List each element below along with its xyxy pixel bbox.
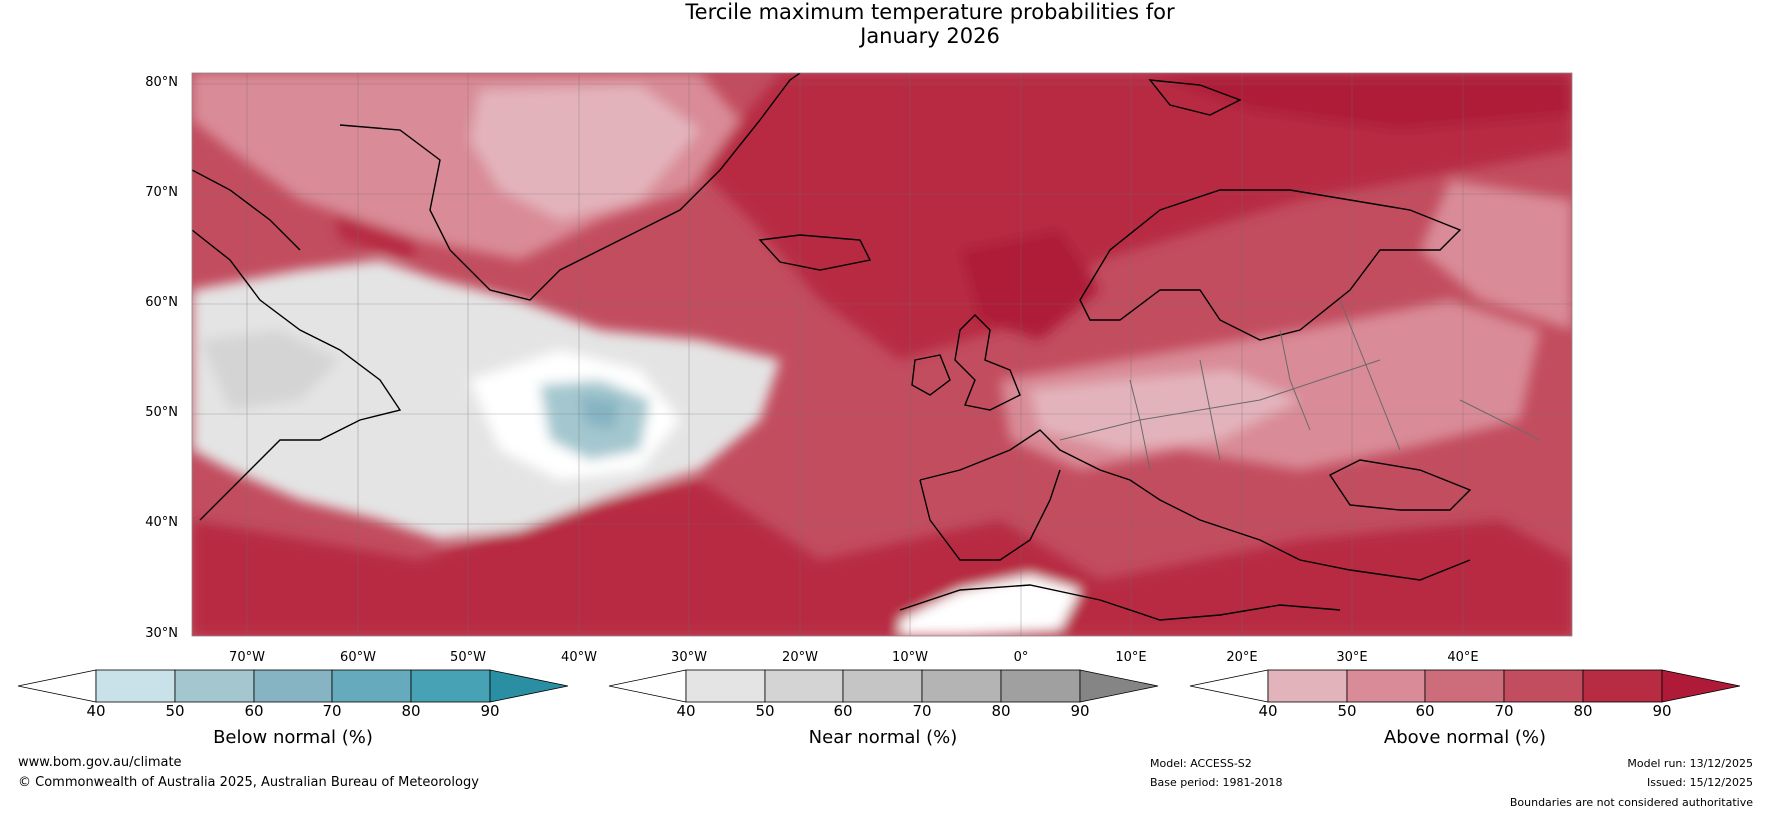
below-segment-50-60 [174,669,255,703]
europe-coast [919,429,1471,581]
colorbar-below [17,669,569,703]
near-tick-50: 50 [755,702,775,720]
above-segment-60-70 [1424,669,1505,703]
above-segment-80-90 [1582,669,1663,703]
above-max-triangle [1661,669,1741,703]
footer-issued: Issued: 15/12/2025 [1646,776,1753,789]
lon-label-30e: 30°E [1336,650,1368,665]
above-90-region-ne [960,230,1100,340]
above-segment-50-60 [1346,669,1426,703]
above-tick-40: 40 [1258,702,1278,720]
above-segment-70-80 [1503,669,1584,703]
near-tick-70: 70 [912,702,932,720]
scandinavia-coast [1079,189,1462,341]
above-50-60-region-east [1420,180,1572,330]
below-segment-80-90 [410,669,491,703]
above-tick-80: 80 [1573,702,1593,720]
above-40-50-region-north [470,85,700,220]
map-title: Tercile maximum temperature probabilitie… [0,0,1770,48]
above-tick-70: 70 [1494,702,1514,720]
title-line2: January 2026 [860,24,1000,48]
ireland-coast [911,354,951,396]
iceland-coast [758,234,872,271]
above-tick-90: 90 [1652,702,1672,720]
iberia-coast [919,469,1061,561]
lon-label-40e: 40°E [1447,650,1479,665]
footer-disclaimer: Boundaries are not considered authoritat… [1509,796,1753,809]
below-tick-90: 90 [480,702,500,720]
lon-label-50w: 50°W [450,650,486,665]
black-sea-coast [1328,459,1472,511]
lat-label-30n: 30°N [145,626,178,641]
colorbar-above [1189,669,1741,703]
near-segment-40-50 [685,669,766,703]
lat-label-60n: 60°N [145,295,178,310]
colorbar-near [608,669,1159,703]
footer-model: Model: ACCESS-S2 [1150,757,1252,770]
below-max-triangle [489,669,569,703]
lon-label-70w: 70°W [229,650,265,665]
above-colorbar-label: Above normal (%) [1383,727,1547,748]
below-tick-70: 70 [322,702,342,720]
graticule [192,73,1572,636]
lon-label-60w: 60°W [340,650,376,665]
above-90-region [1150,73,1572,130]
near-tick-80: 80 [991,702,1011,720]
lat-label-50n: 50°N [145,405,178,420]
below-colorbar-label: Below normal (%) [213,727,373,748]
near-normal-60-region [200,330,340,410]
above-40-50-region-europe [1030,370,1300,450]
above-tick-60: 60 [1415,702,1435,720]
above-min-triangle [1189,669,1269,703]
near-max-triangle [1079,669,1159,703]
near-segment-60-70 [842,669,923,703]
lat-label-40n: 40°N [145,515,178,530]
lat-label-70n: 70°N [145,185,178,200]
greenland-coast [339,73,801,301]
below-tick-80: 80 [401,702,421,720]
lon-label-20w: 20°W [782,650,818,665]
lon-label-30w: 30°W [671,650,707,665]
above-tick-50: 50 [1337,702,1357,720]
near-colorbar-label: Near normal (%) [808,727,958,748]
lon-label-40w: 40°W [561,650,597,665]
footer-copyright: © Commonwealth of Australia 2025, Austra… [18,775,479,790]
country-borders [1059,299,1541,471]
near-min-triangle [608,669,687,703]
map-frame [191,72,1573,637]
below-segment-40-50 [95,669,176,703]
footer-model-run: Model run: 13/12/2025 [1627,757,1753,770]
lat-label-80n: 80°N [145,75,178,90]
lon-label-10e: 10°E [1115,650,1147,665]
near-tick-60: 60 [833,702,853,720]
above-segment-40-50 [1267,669,1348,703]
below-normal-60-region [580,395,620,430]
lon-label-0: 0° [1013,650,1029,665]
white-region-africa [900,575,1080,636]
title-line1: Tercile maximum temperature probabilitie… [685,0,1175,24]
near-segment-70-80 [921,669,1002,703]
above-80-90-region [700,73,1572,360]
africa-coast [899,584,1341,621]
lon-label-20e: 20°E [1226,650,1258,665]
below-segment-70-80 [331,669,412,703]
near-segment-50-60 [764,669,844,703]
near-tick-40: 40 [676,702,696,720]
below-tick-40: 40 [86,702,106,720]
coastlines [192,73,1472,621]
footer-website[interactable]: www.bom.gov.au/climate [18,755,182,770]
baffin-coast [192,169,301,251]
below-tick-60: 60 [244,702,264,720]
below-tick-50: 50 [165,702,185,720]
near-segment-80-90 [1000,669,1081,703]
footer-base-period: Base period: 1981-2018 [1150,776,1283,789]
svalbard-coast [1148,79,1242,116]
near-tick-90: 90 [1070,702,1090,720]
lon-label-10w: 10°W [892,650,928,665]
below-min-triangle [17,669,97,703]
british-isles-coast [954,314,1021,411]
canada-coast [192,229,402,521]
below-segment-60-70 [253,669,333,703]
